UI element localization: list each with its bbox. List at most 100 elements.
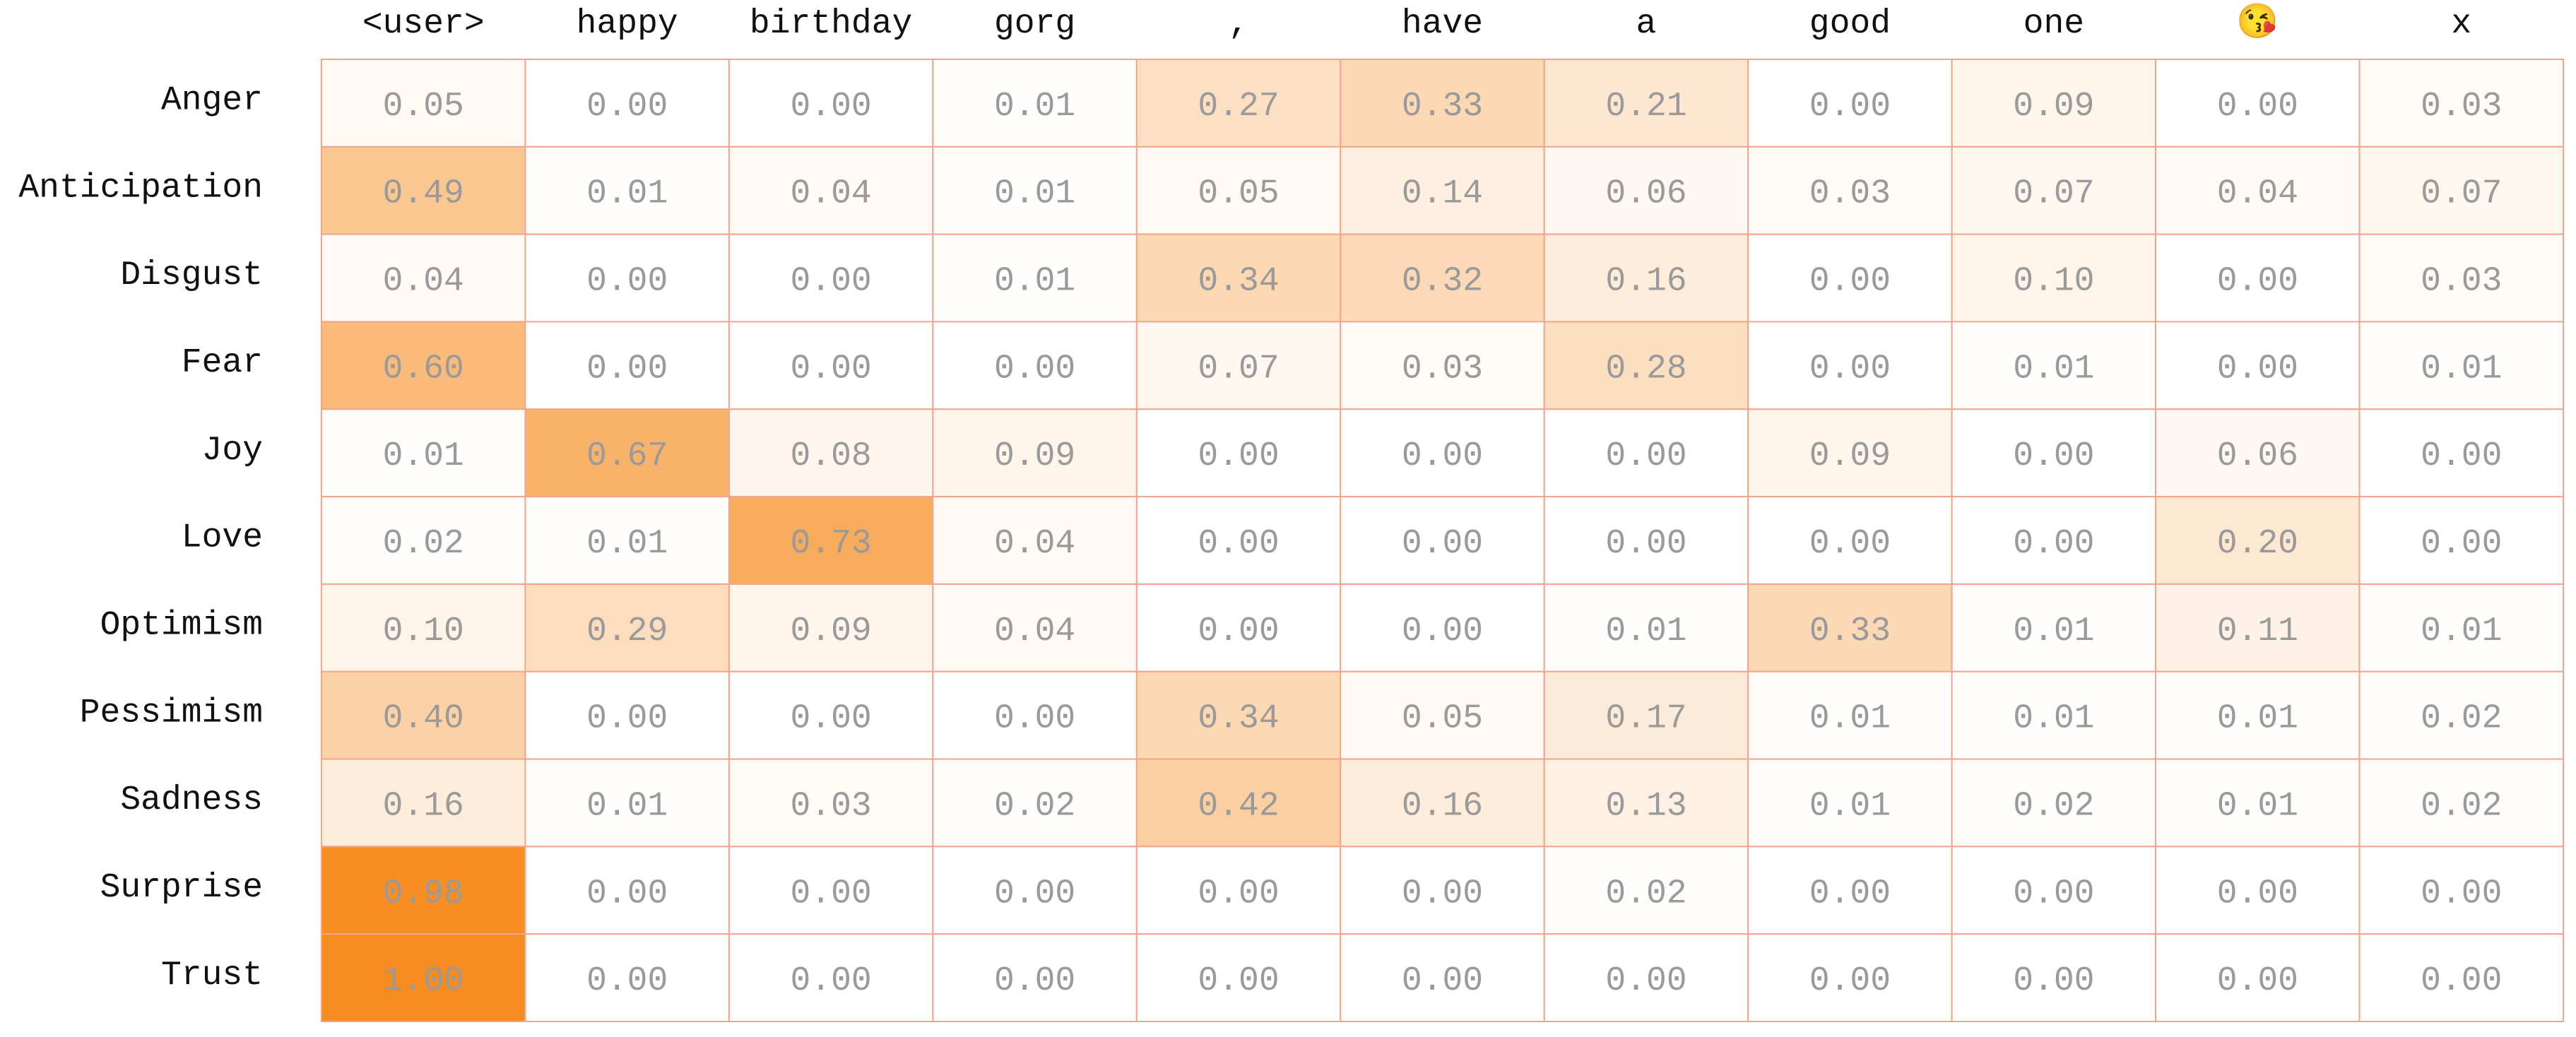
row-label: Joy (202, 432, 263, 470)
heatmap-cell (1951, 846, 2157, 935)
heatmap-cell (1135, 408, 1342, 498)
heatmap-cell (321, 233, 526, 323)
heatmap-cell (1951, 758, 2157, 848)
cell-value-label: 0.02 (2013, 787, 2094, 825)
heatmap-cell (1747, 933, 1953, 1022)
cell-value-label: 0.17 (1605, 700, 1686, 738)
heatmap-cell (1951, 670, 2157, 760)
heatmap-cell (1135, 233, 1342, 323)
cell-value-label: 0.02 (2421, 700, 2502, 738)
heatmap-cell (321, 758, 526, 848)
cell-value-label: 0.01 (2217, 700, 2298, 738)
cell-value-label: 0.01 (1809, 787, 1891, 825)
heatmap-cell (321, 583, 526, 672)
cell-value-label: 0.49 (383, 175, 464, 213)
heatmap-cell (2155, 321, 2361, 410)
cell-value-label: 0.00 (586, 875, 668, 913)
cell-value-label: 0.00 (1809, 875, 1891, 913)
cell-value-label: 0.06 (1605, 175, 1686, 213)
cell-value-label: 0.00 (791, 700, 872, 738)
heatmap-cell (728, 583, 934, 672)
heatmap-cell (1135, 933, 1342, 1022)
cell-value-label: 0.00 (1198, 612, 1279, 651)
heatmap-cell (321, 670, 526, 760)
cell-value-label: 0.01 (2421, 612, 2502, 651)
cell-value-label: 0.10 (2013, 263, 2094, 301)
cell-value-label: 0.01 (586, 787, 668, 825)
heatmap-cell (1135, 846, 1342, 935)
heatmap-cell (1951, 233, 2157, 323)
heatmap-cell (1340, 59, 1545, 148)
heatmap-cell (2155, 583, 2361, 672)
cell-value-label: 0.02 (994, 787, 1075, 825)
row-label: Love (182, 519, 263, 557)
cell-value-label: 0.00 (994, 962, 1075, 1000)
cell-value-label: 0.00 (994, 700, 1075, 738)
heatmap-cell (932, 321, 1138, 410)
column-label: have (1402, 5, 1483, 43)
cell-value-label: 0.05 (1198, 175, 1279, 213)
heatmap-cell (1340, 846, 1545, 935)
heatmap-cell (728, 233, 934, 323)
heatmap-cell (2358, 846, 2564, 935)
heatmap-cell (2358, 408, 2564, 498)
heatmap-cell (524, 321, 730, 410)
cell-value-label: 0.01 (586, 175, 668, 213)
column-label: happy (577, 5, 678, 43)
cell-value-label: 0.01 (1605, 612, 1686, 651)
heatmap-cell (1340, 670, 1545, 760)
cell-value-label: 0.20 (2217, 525, 2298, 563)
heatmap-cell (2358, 59, 2564, 148)
column-label: birthday (750, 5, 912, 43)
heatmap-cells: 0.05 0.00 0.00 0.01 0.27 0.33 0.21 0.00 0.09 0.00… (321, 59, 2564, 1022)
cell-value-label: 0.21 (1605, 88, 1686, 126)
cell-value-label: 0.16 (1605, 263, 1686, 301)
cell-value-label: 0.08 (791, 437, 872, 475)
cell-value-label: 0.01 (994, 175, 1075, 213)
cell-value-label: 0.02 (1605, 875, 1686, 913)
heatmap-cell (1135, 146, 1342, 235)
cell-value-label: 0.00 (1605, 437, 1686, 475)
row-label: Trust (161, 956, 263, 995)
cell-value-label: 0.01 (2013, 612, 2094, 651)
heatmap-cell (2358, 933, 2564, 1022)
heatmap-cell (1340, 758, 1545, 848)
heatmap-cell (524, 583, 730, 672)
heatmap-cell (1747, 583, 1953, 672)
heatmap-cell (728, 758, 934, 848)
cell-value-label: 0.01 (994, 88, 1075, 126)
heatmap-cell (321, 846, 526, 935)
cell-value-label: 0.00 (1402, 612, 1483, 651)
row-label: Anger (161, 82, 263, 120)
cell-value-label: 0.01 (2013, 350, 2094, 388)
heatmap-cell (524, 933, 730, 1022)
cell-value-label: 0.00 (2421, 525, 2502, 563)
cell-value-label: 0.00 (1605, 962, 1686, 1000)
cell-value-label: 0.00 (2013, 437, 2094, 475)
heatmap-cell (932, 59, 1138, 148)
cell-value-label: 1.00 (383, 962, 464, 1000)
heatmap-cell (1951, 321, 2157, 410)
cell-value-label: 0.67 (586, 437, 668, 475)
heatmap-cell (1951, 496, 2157, 585)
cell-value-label: 0.00 (2013, 962, 2094, 1000)
cell-value-label: 0.42 (1198, 787, 1279, 825)
heatmap-cell (321, 59, 526, 148)
cell-value-label: 0.73 (791, 525, 872, 563)
cell-value-label: 0.33 (1809, 612, 1891, 651)
cell-value-label: 0.00 (1809, 350, 1891, 388)
column-label: gorg (994, 5, 1075, 43)
heatmap-cell (932, 408, 1138, 498)
column-label: one (2023, 5, 2084, 43)
row-label: Pessimism (80, 694, 263, 732)
cell-value-label: 0.04 (383, 263, 464, 301)
heatmap-cell (1340, 321, 1545, 410)
row-label: Disgust (120, 256, 263, 295)
cell-value-label: 0.28 (1605, 350, 1686, 388)
heatmap-cell (932, 146, 1138, 235)
heatmap-cell (932, 758, 1138, 848)
heatmap-cell (2155, 933, 2361, 1022)
cell-value-label: 0.33 (1402, 88, 1483, 126)
heatmap-cell (2358, 321, 2564, 410)
cell-value-label: 0.00 (1198, 962, 1279, 1000)
